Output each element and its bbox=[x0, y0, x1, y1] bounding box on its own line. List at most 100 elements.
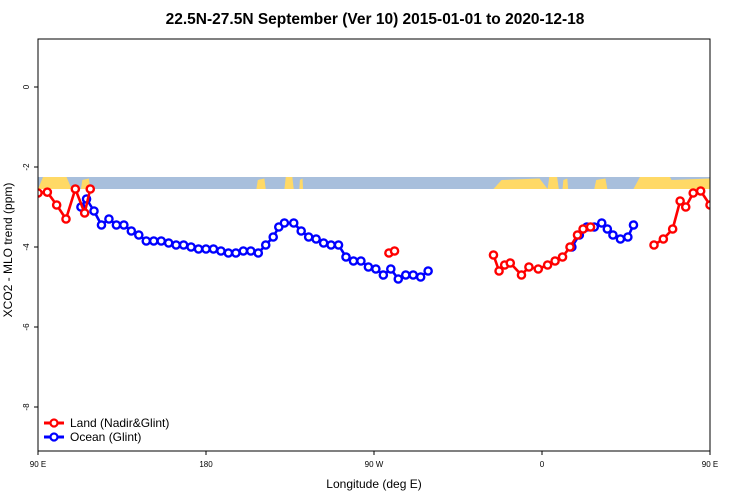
ocean-series-point bbox=[318, 238, 329, 248]
x-tick-label: 0 bbox=[540, 460, 545, 469]
x-tick-label: 90 W bbox=[365, 460, 384, 469]
map-strip-land bbox=[256, 178, 266, 189]
ocean-series-point bbox=[596, 218, 607, 228]
land-series-point bbox=[714, 215, 721, 222]
legend-ocean-label: Ocean (Glint) bbox=[70, 430, 141, 444]
ocean-series-point bbox=[326, 240, 336, 250]
land-series-point bbox=[61, 214, 71, 224]
series-layer bbox=[38, 184, 750, 284]
world-map-strip bbox=[38, 177, 728, 190]
y-tick-label: -8 bbox=[22, 403, 31, 411]
ocean-series-point bbox=[719, 203, 726, 210]
y-tick-label: -2 bbox=[22, 163, 31, 171]
land-series-point bbox=[688, 188, 699, 198]
ocean-series-point bbox=[740, 221, 747, 228]
ocean-series-point bbox=[223, 248, 234, 258]
y-axis-label: XCO2 - MLO trend (ppm) bbox=[1, 183, 15, 318]
land-series-point bbox=[79, 208, 90, 218]
legend-ocean-marker bbox=[49, 432, 59, 442]
land-series-point bbox=[42, 187, 53, 197]
ocean-series-point bbox=[733, 205, 740, 212]
ocean-series-point bbox=[96, 220, 107, 230]
ocean-series-point bbox=[156, 236, 166, 246]
ocean-series-point bbox=[615, 234, 626, 244]
ocean-series-point bbox=[141, 236, 152, 246]
ocean-series-point bbox=[208, 244, 219, 254]
land-series-point bbox=[572, 230, 583, 240]
ocean-series-point bbox=[608, 230, 618, 240]
land-series-point bbox=[524, 262, 534, 272]
ocean-series-point bbox=[268, 232, 279, 242]
ocean-series-point bbox=[126, 226, 137, 236]
land-series-point bbox=[705, 200, 710, 210]
legend: Land (Nadir&Glint) Ocean (Glint) bbox=[44, 416, 169, 444]
ocean-series-point bbox=[288, 218, 299, 228]
ocean-series-point bbox=[348, 256, 359, 266]
ocean-series-point bbox=[623, 232, 633, 242]
land-series-point bbox=[516, 270, 527, 280]
map-strip-land bbox=[721, 179, 728, 190]
map-strip-land bbox=[493, 178, 548, 189]
ocean-series-point bbox=[303, 232, 314, 242]
ocean-series-point bbox=[363, 262, 374, 272]
ocean-series-point bbox=[356, 256, 366, 266]
ocean-series-point bbox=[311, 234, 321, 244]
axis-ticks: 90 E 180 90 W 0 90 E 0 -2 -4 -6 -8 bbox=[22, 84, 718, 469]
ocean-series-point bbox=[89, 206, 99, 216]
land-series-point bbox=[550, 256, 560, 266]
x-axis-label: Longitude (deg E) bbox=[326, 477, 421, 491]
chart-title: 22.5N-27.5N September (Ver 10) 2015-01-0… bbox=[166, 11, 585, 28]
ocean-series-point bbox=[341, 252, 351, 262]
ocean-series-point bbox=[333, 240, 344, 250]
legend-item-ocean: Ocean (Glint) bbox=[44, 430, 141, 444]
land-series-point bbox=[733, 185, 740, 192]
legend-item-land: Land (Nadir&Glint) bbox=[44, 416, 169, 430]
ocean-series-point bbox=[253, 248, 264, 258]
map-strip-land bbox=[633, 177, 677, 189]
x-tick-label: 90 E bbox=[30, 460, 46, 469]
land-series-point bbox=[389, 246, 400, 256]
land-series-point bbox=[488, 250, 499, 260]
ocean-series-point bbox=[148, 236, 159, 246]
land-series-point bbox=[578, 224, 588, 234]
map-strip-land bbox=[663, 178, 710, 189]
ocean-series-point bbox=[193, 244, 204, 254]
map-strip-land bbox=[547, 177, 559, 189]
ocean-series-point bbox=[104, 214, 114, 224]
ocean-series-point bbox=[415, 272, 426, 282]
x-tick-label: 90 E bbox=[702, 460, 718, 469]
legend-land-marker bbox=[49, 418, 59, 428]
ocean-series-point bbox=[245, 246, 256, 256]
land-series-point bbox=[494, 266, 504, 276]
land-series-point bbox=[585, 222, 596, 232]
ocean-series-point bbox=[725, 195, 732, 202]
ocean-series-point bbox=[231, 248, 241, 258]
plot-frame bbox=[37, 38, 711, 452]
ocean-series-point bbox=[378, 270, 389, 280]
ocean-series-point bbox=[260, 240, 271, 250]
ocean-series-point bbox=[201, 244, 211, 254]
land-series-point bbox=[557, 252, 568, 262]
ocean-series-point bbox=[163, 238, 174, 248]
ocean-series-point bbox=[602, 224, 613, 234]
ocean-series-point bbox=[423, 266, 433, 276]
ocean-series-point bbox=[371, 264, 381, 274]
map-strip-land bbox=[594, 178, 608, 189]
y-tick-label: -4 bbox=[22, 243, 31, 251]
ocean-series-line bbox=[723, 199, 750, 243]
land-series-point bbox=[719, 185, 726, 192]
ocean-series-point bbox=[400, 270, 411, 280]
land-series-point bbox=[70, 184, 81, 194]
ocean-series-point bbox=[178, 240, 189, 250]
ocean-series-point bbox=[216, 246, 226, 256]
ocean-series-point bbox=[171, 240, 181, 250]
ocean-series-point bbox=[279, 218, 290, 228]
land-series-point bbox=[565, 242, 575, 252]
land-series-point bbox=[533, 264, 544, 274]
ocean-series-point bbox=[385, 264, 396, 274]
ocean-series-point bbox=[238, 246, 249, 256]
legend-land-label: Land (Nadir&Glint) bbox=[70, 416, 169, 430]
ocean-series-point bbox=[119, 220, 129, 230]
